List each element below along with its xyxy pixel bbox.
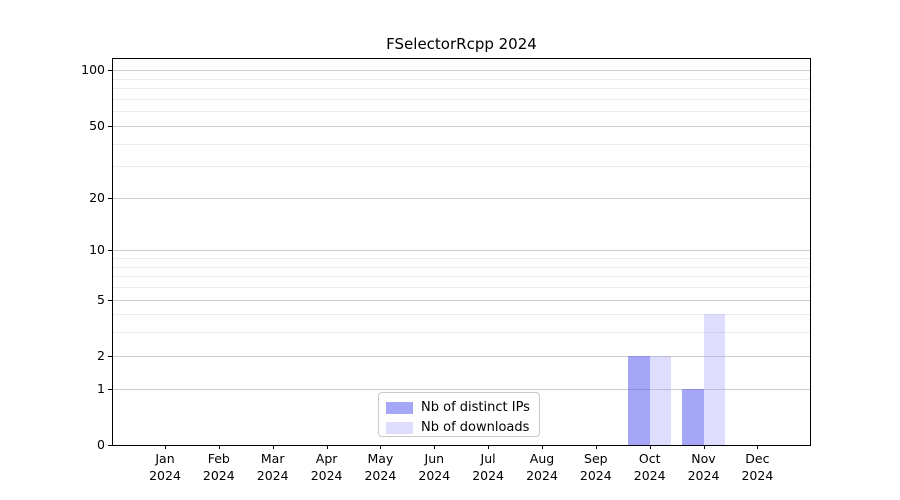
grid-line-minor-60 <box>113 111 810 113</box>
x-tick-label-jan-2024: Jan 2024 <box>149 451 181 483</box>
x-tick-mark-jun-2024 <box>434 445 436 449</box>
x-tick-mark-feb-2024 <box>218 445 220 449</box>
x-tick-mark-sep-2024 <box>595 445 597 449</box>
grid-line-major-20 <box>113 197 810 199</box>
grid-line-minor-40 <box>113 143 810 145</box>
grid-line-major-5 <box>113 299 810 301</box>
y-tick-label-5: 5 <box>97 291 105 307</box>
grid-line-minor-70 <box>113 98 810 100</box>
y-tick-label-100: 100 <box>81 62 105 78</box>
grid-line-minor-7 <box>113 276 810 278</box>
grid-line-major-2 <box>113 355 810 357</box>
bar-nb-of-downloads-oct-2024 <box>649 355 672 445</box>
x-tick-label-jun-2024: Jun 2024 <box>418 451 451 483</box>
x-tick-label-may-2024: May 2024 <box>364 451 397 483</box>
grid-line-major-1 <box>113 388 810 390</box>
grid-line-major-10 <box>113 250 810 252</box>
x-tick-mark-oct-2024 <box>649 445 651 449</box>
chart-title: FSelectorRcpp 2024 <box>386 35 537 53</box>
legend-swatch-downloads <box>386 422 413 434</box>
grid-line-minor-80 <box>113 88 810 90</box>
y-tick-mark-0 <box>108 445 112 446</box>
grid-line-minor-9 <box>113 258 810 259</box>
bar-nb-of-distinct-ips-nov-2024 <box>682 388 704 445</box>
x-tick-mark-aug-2024 <box>542 445 543 449</box>
legend-item-downloads: Nb of downloads <box>386 418 539 438</box>
y-tick-mark-100 <box>108 70 112 72</box>
grid-line-minor-4 <box>113 314 810 316</box>
legend-swatch-distinct-ips <box>386 402 413 414</box>
y-tick-mark-1 <box>108 388 112 390</box>
y-tick-label-2: 2 <box>97 347 105 363</box>
y-tick-label-1: 1 <box>97 380 105 396</box>
legend-item-distinct-ips: Nb of distinct IPs <box>386 398 539 418</box>
x-tick-label-aug-2024: Aug 2024 <box>526 451 558 483</box>
x-tick-mark-jan-2024 <box>165 445 166 449</box>
x-tick-mark-nov-2024 <box>703 445 705 449</box>
x-tick-label-oct-2024: Oct 2024 <box>633 451 666 483</box>
y-tick-mark-20 <box>108 197 112 199</box>
grid-line-minor-30 <box>113 166 810 168</box>
x-tick-mark-apr-2024 <box>326 445 328 449</box>
x-tick-label-dec-2024: Dec 2024 <box>741 451 774 483</box>
x-tick-label-mar-2024: Mar 2024 <box>256 451 289 483</box>
y-tick-label-20: 20 <box>89 189 105 205</box>
legend-label-distinct-ips: Nb of distinct IPs <box>421 400 530 415</box>
y-tick-mark-10 <box>108 250 112 252</box>
x-tick-mark-mar-2024 <box>272 445 274 449</box>
y-tick-mark-5 <box>108 299 112 301</box>
legend-label-downloads: Nb of downloads <box>421 420 530 435</box>
grid-line-major-100 <box>113 70 810 72</box>
legend: Nb of distinct IPs Nb of downloads <box>378 392 540 437</box>
x-tick-label-sep-2024: Sep 2024 <box>579 451 612 483</box>
y-tick-label-0: 0 <box>97 437 105 452</box>
grid-line-minor-3 <box>113 332 810 334</box>
y-tick-label-10: 10 <box>89 242 105 258</box>
y-tick-label-50: 50 <box>89 117 105 133</box>
x-tick-label-feb-2024: Feb 2024 <box>202 451 235 483</box>
x-tick-mark-jul-2024 <box>488 445 490 449</box>
grid-line-minor-8 <box>113 266 810 268</box>
grid-line-major-50 <box>113 125 810 127</box>
y-tick-mark-2 <box>108 355 112 357</box>
x-tick-label-nov-2024: Nov 2024 <box>687 451 720 483</box>
grid-line-minor-6 <box>113 287 810 288</box>
y-tick-mark-50 <box>108 125 112 127</box>
x-tick-label-apr-2024: Apr 2024 <box>310 451 343 483</box>
bar-nb-of-distinct-ips-oct-2024 <box>628 355 650 445</box>
bar-nb-of-downloads-nov-2024 <box>703 314 725 445</box>
x-tick-mark-may-2024 <box>380 445 382 449</box>
plot-area <box>112 58 811 446</box>
x-tick-label-jul-2024: Jul 2024 <box>472 451 504 483</box>
x-tick-mark-dec-2024 <box>757 445 759 449</box>
grid-line-minor-90 <box>113 78 810 80</box>
